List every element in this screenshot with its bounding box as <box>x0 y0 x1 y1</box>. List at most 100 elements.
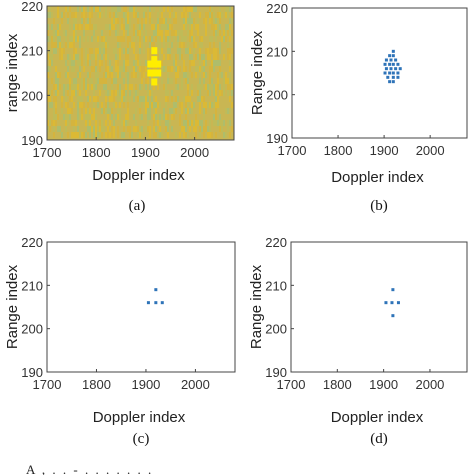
heatmap-cell <box>181 12 183 18</box>
heatmap-cell <box>75 24 77 30</box>
heatmap-cell <box>195 132 197 138</box>
heatmap-cell <box>61 42 63 48</box>
heatmap-cell <box>81 60 83 66</box>
heatmap-cell <box>149 84 151 90</box>
heatmap-cell <box>207 48 209 54</box>
heatmap-cell <box>167 114 169 120</box>
heatmap-cell <box>195 54 197 60</box>
heatmap-cell <box>125 18 127 24</box>
heatmap-cell <box>103 108 105 114</box>
heatmap-cell <box>49 90 51 96</box>
heatmap-cell <box>111 90 113 96</box>
heatmap-cell <box>191 18 193 24</box>
heatmap-cell <box>137 126 139 132</box>
heatmap-cell <box>67 66 69 72</box>
heatmap-cell <box>91 84 93 90</box>
heatmap-cell <box>145 60 147 66</box>
x-tick-label: 1800 <box>82 377 111 392</box>
heatmap-cell <box>149 132 151 138</box>
heatmap-cell <box>85 114 87 120</box>
heatmap-cell <box>165 126 167 132</box>
heatmap-cell <box>87 6 89 12</box>
heatmap-cell <box>213 12 215 18</box>
heatmap-cell <box>69 54 71 60</box>
heatmap-cell <box>143 42 145 48</box>
heatmap-cell <box>47 90 49 96</box>
heatmap-cell <box>143 48 145 54</box>
heatmap-cell <box>167 24 169 30</box>
heatmap-cell <box>193 126 195 132</box>
heatmap-cell <box>91 126 93 132</box>
heatmap-cell <box>185 102 187 108</box>
heatmap-cell <box>79 90 81 96</box>
heatmap-cell <box>197 66 199 72</box>
heatmap-cell <box>147 114 149 120</box>
heatmap-cell <box>67 42 69 48</box>
heatmap-cell <box>203 66 205 72</box>
y-tick-label: 200 <box>265 322 287 337</box>
heatmap-cell <box>189 54 191 60</box>
heatmap-cell <box>169 48 171 54</box>
heatmap-cell <box>151 42 153 48</box>
heatmap-cell <box>139 42 141 48</box>
heatmap-cell <box>57 84 59 90</box>
scatter-point <box>388 54 392 58</box>
heatmap-cell <box>123 66 125 72</box>
heatmap-cell <box>91 48 93 54</box>
panel-caption: (d) <box>370 431 388 447</box>
heatmap-cell <box>109 96 111 102</box>
heatmap-cell <box>89 72 91 78</box>
heatmap-cell <box>59 36 61 42</box>
scatter-point <box>396 62 400 66</box>
heatmap-cell <box>209 12 211 18</box>
heatmap-cell <box>97 54 99 60</box>
heatmap-cell <box>167 78 169 84</box>
x-tick-label: 1700 <box>33 145 62 160</box>
heatmap-cell <box>217 48 219 54</box>
heatmap-cell <box>167 72 169 78</box>
heatmap-cell <box>177 42 179 48</box>
heatmap-cell <box>165 90 167 96</box>
heatmap-cell <box>109 90 111 96</box>
heatmap-cell <box>219 24 221 30</box>
heatmap-cell <box>123 60 125 66</box>
heatmap-cell <box>115 48 117 54</box>
heatmap-cell <box>73 54 75 60</box>
heatmap-cell <box>203 18 205 24</box>
heatmap-cell <box>109 120 111 126</box>
heatmap-cell <box>47 30 49 36</box>
heatmap-cell <box>113 18 115 24</box>
heatmap-cell <box>71 42 73 48</box>
heatmap-cell <box>139 24 141 30</box>
heatmap-cell <box>81 18 83 24</box>
heatmap-cell <box>129 90 131 96</box>
heatmap-cell <box>217 72 219 78</box>
heatmap-cell <box>177 72 179 78</box>
scatter-point <box>394 58 398 62</box>
heatmap-cell <box>73 120 75 126</box>
heatmap-cell <box>145 96 147 102</box>
heatmap-cell <box>125 84 127 90</box>
heatmap-cell <box>91 36 93 42</box>
heatmap-cell <box>47 36 49 42</box>
heatmap-cell <box>143 6 145 12</box>
heatmap-cell <box>103 36 105 42</box>
heatmap-cell <box>149 126 151 132</box>
heatmap-cell <box>59 48 61 54</box>
heatmap-cell <box>189 90 191 96</box>
heatmap-cell <box>181 126 183 132</box>
heatmap-cell <box>47 126 49 132</box>
heatmap-cell <box>95 24 97 30</box>
heatmap-cell <box>91 114 93 120</box>
heatmap-cell <box>105 132 107 138</box>
heatmap-cell <box>105 36 107 42</box>
heatmap-cell <box>73 12 75 18</box>
scatter-point <box>391 54 395 58</box>
heatmap-cell <box>171 126 173 132</box>
heatmap-cell <box>177 96 179 102</box>
heatmap-cell <box>97 78 99 84</box>
heatmap-cell <box>185 96 187 102</box>
heatmap-cell <box>71 60 73 66</box>
heatmap-cell <box>167 36 169 42</box>
heatmap-cell <box>69 60 71 66</box>
